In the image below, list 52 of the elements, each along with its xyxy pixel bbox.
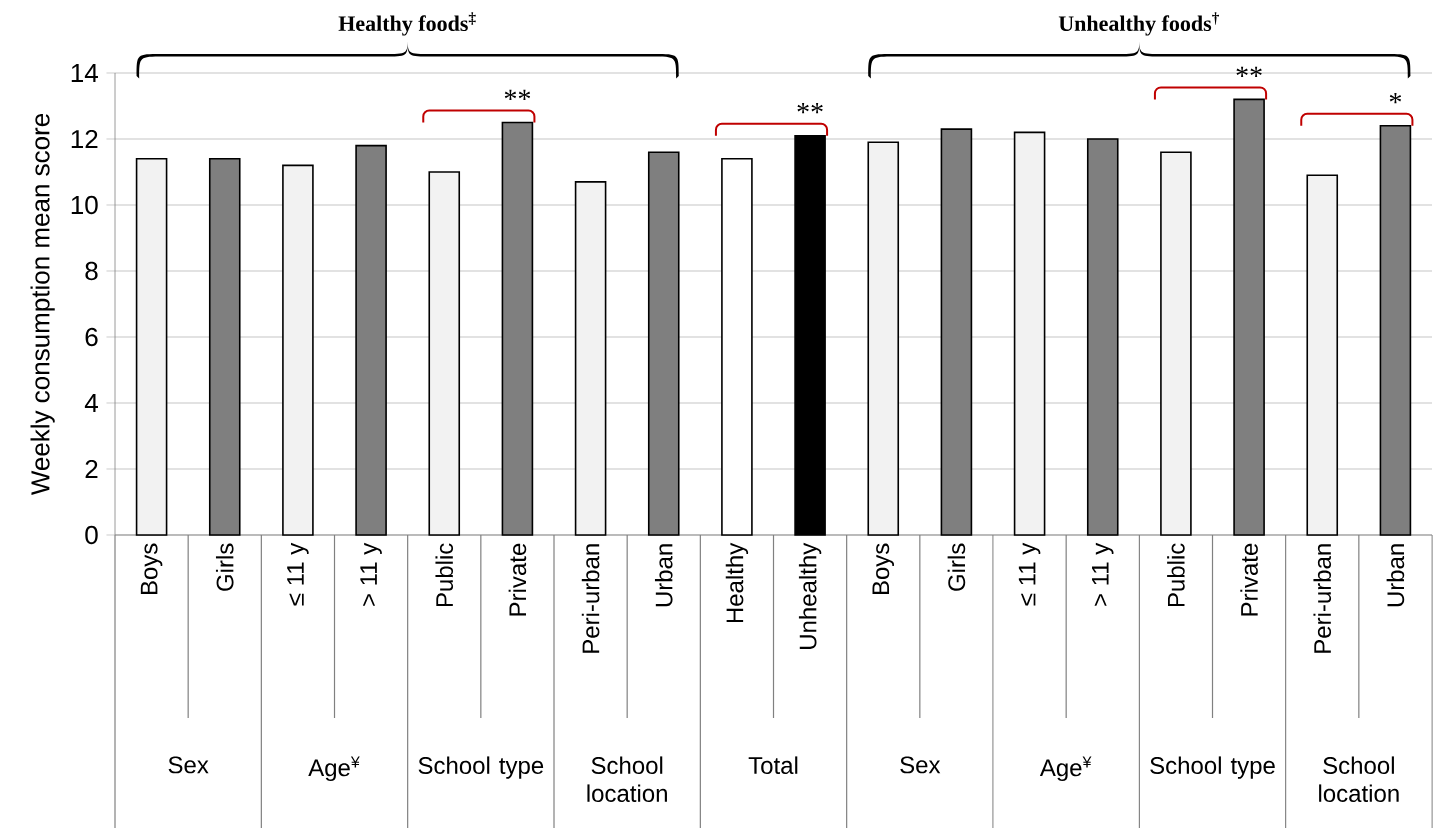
bar — [135, 157, 168, 536]
y-tick-label: 2 — [85, 459, 98, 479]
x-tick-label: Healthy — [725, 542, 749, 623]
x-tick-label: > 11 y — [360, 542, 382, 606]
x-tick-label: Peri-urban — [1313, 544, 1332, 653]
x-tick-label: > 11 y — [1092, 542, 1114, 606]
bar — [867, 141, 900, 536]
x-tick-label: Private — [1240, 543, 1258, 616]
text: School location — [587, 756, 667, 802]
x-tick-label: Public — [435, 543, 454, 607]
text: School type — [418, 756, 544, 779]
bar — [1013, 131, 1046, 536]
x-tick-label: Urban — [1386, 544, 1405, 607]
x-tick-label: ≤ 11 y — [1018, 542, 1041, 606]
y-tick-label: 4 — [84, 394, 98, 412]
x-tick-label: Unhealthy — [798, 542, 822, 649]
bar — [574, 181, 607, 536]
bar — [721, 157, 753, 536]
x-tick-label: Girls — [947, 543, 966, 591]
y-tick-label: 14 — [71, 64, 98, 82]
bar — [428, 171, 461, 536]
text: School type — [1150, 756, 1275, 779]
bar — [1160, 151, 1192, 536]
annotation: ** — [797, 102, 823, 114]
y-tick-label: 8 — [85, 261, 98, 281]
x-tick-label: Private — [508, 543, 527, 616]
x-tick-label: Boys — [140, 543, 163, 595]
text: Age$^{¥}$ — [308, 756, 360, 782]
x-tick-label: Peri-urban — [581, 544, 600, 653]
bar — [794, 134, 826, 536]
x-tick-label: Girls — [215, 543, 234, 591]
text: Sex — [168, 756, 209, 774]
x-tick-label: Urban — [654, 544, 673, 607]
annotation: * — [1389, 93, 1402, 104]
text: Age$^{¥}$ — [1039, 756, 1092, 782]
x-tick-label: Boys — [872, 543, 894, 595]
text: Sex — [900, 756, 941, 774]
x-tick-label: Public — [1167, 543, 1185, 607]
y-tick-label: 12 — [71, 129, 98, 149]
bar — [1306, 174, 1339, 536]
annotation: ** — [504, 89, 531, 101]
text: School location — [1319, 756, 1399, 802]
annotation: ** — [1236, 66, 1262, 77]
y-axis-title: Weekly consumption mean score — [30, 113, 55, 496]
y-tick-label: 10 — [71, 195, 98, 215]
text: Healthy foods$^{‡}$ — [338, 12, 476, 36]
text: Total — [748, 756, 798, 774]
x-tick-label: ≤ 11 y — [287, 542, 309, 606]
bar — [282, 164, 314, 536]
y-tick-label: 0 — [85, 525, 98, 545]
y-tick-label: 6 — [85, 327, 98, 347]
text: Unhealthy foods$^{†}$ — [1058, 12, 1220, 36]
